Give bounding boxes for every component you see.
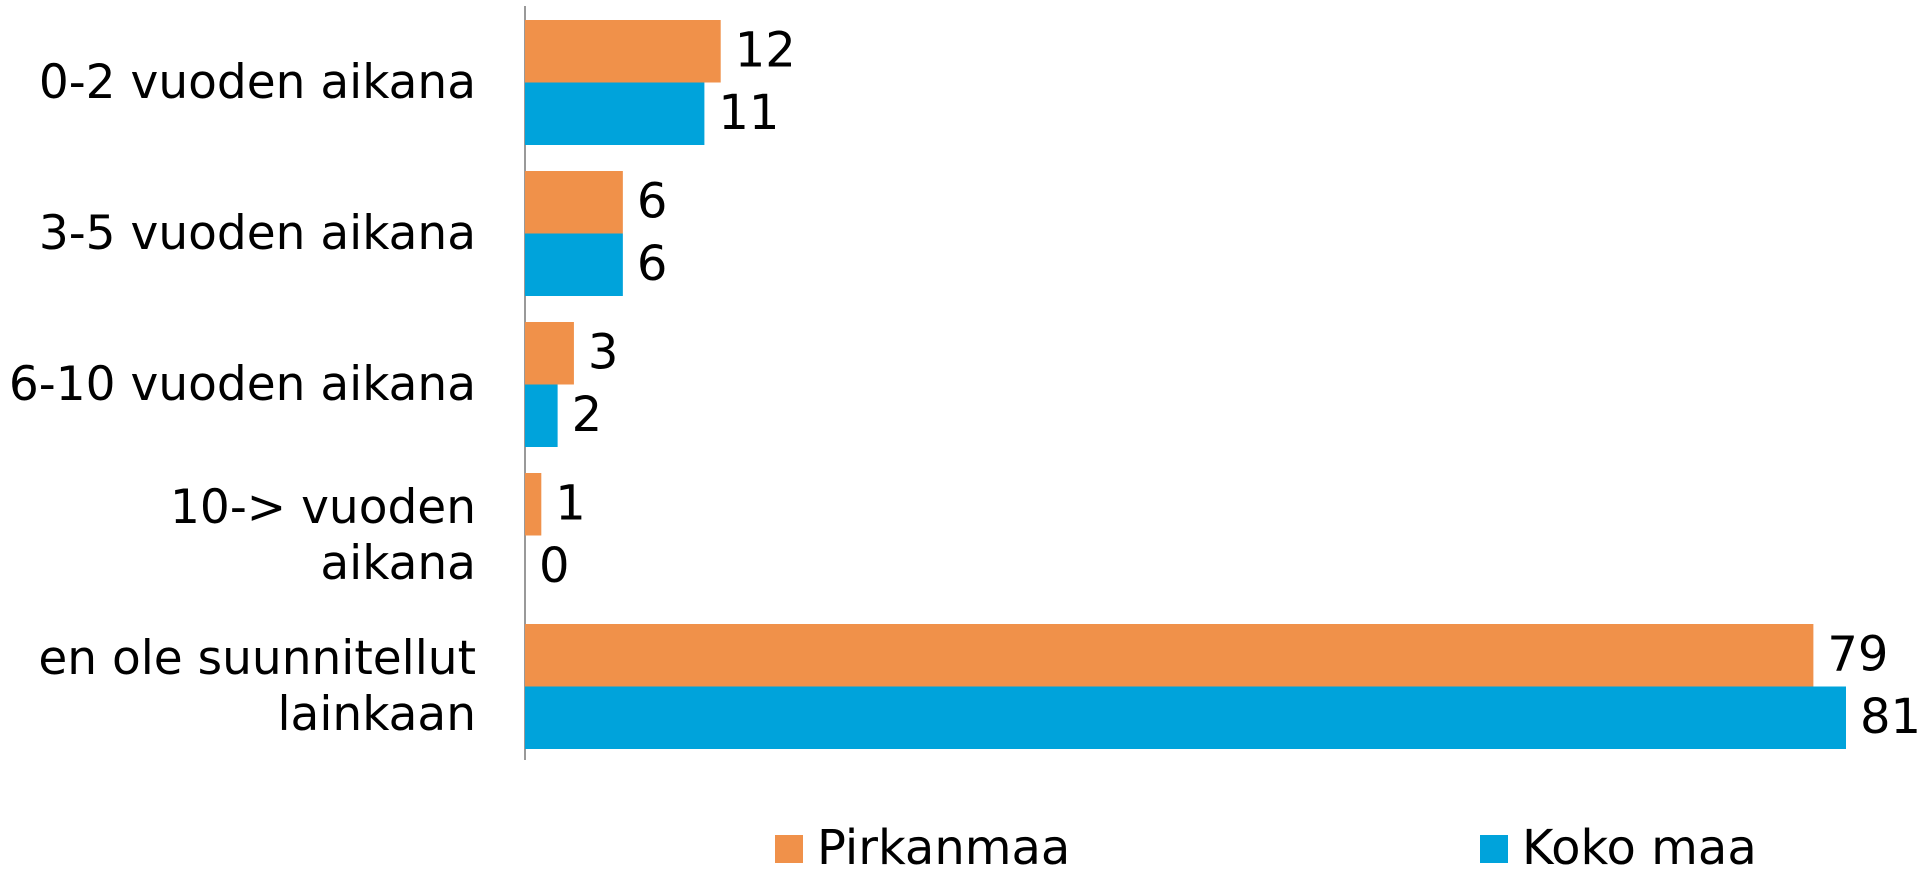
category-label: en ole suunnitellut lainkaan — [38, 630, 476, 742]
bar — [525, 82, 705, 145]
legend-label: Pirkanmaa — [817, 820, 1070, 870]
bar — [525, 233, 623, 296]
value-label: 0 — [539, 538, 570, 594]
value-label: 1 — [555, 475, 586, 531]
bar — [525, 473, 542, 536]
bar — [525, 686, 1846, 749]
bar — [525, 171, 623, 234]
value-label: 3 — [588, 324, 619, 380]
value-label: 12 — [735, 22, 796, 78]
legend-swatch — [775, 835, 803, 863]
category-label: 0-2 vuoden aikana — [38, 54, 476, 110]
category-label: 10-> vuoden aikana — [170, 479, 476, 591]
value-label: 2 — [572, 387, 603, 443]
category-label: 3-5 vuoden aikana — [38, 205, 476, 261]
legend-label: Koko maa — [1522, 820, 1757, 870]
legend-swatch — [1480, 835, 1508, 863]
value-label: 6 — [637, 236, 668, 292]
value-label: 11 — [718, 85, 779, 141]
bar — [525, 20, 721, 83]
value-label: 6 — [637, 173, 668, 229]
category-label: 6-10 vuoden aikana — [8, 356, 476, 412]
bar — [525, 624, 1814, 687]
bar — [525, 384, 558, 447]
value-label: 81 — [1860, 689, 1921, 745]
bar — [525, 322, 574, 385]
value-label: 79 — [1827, 626, 1888, 682]
